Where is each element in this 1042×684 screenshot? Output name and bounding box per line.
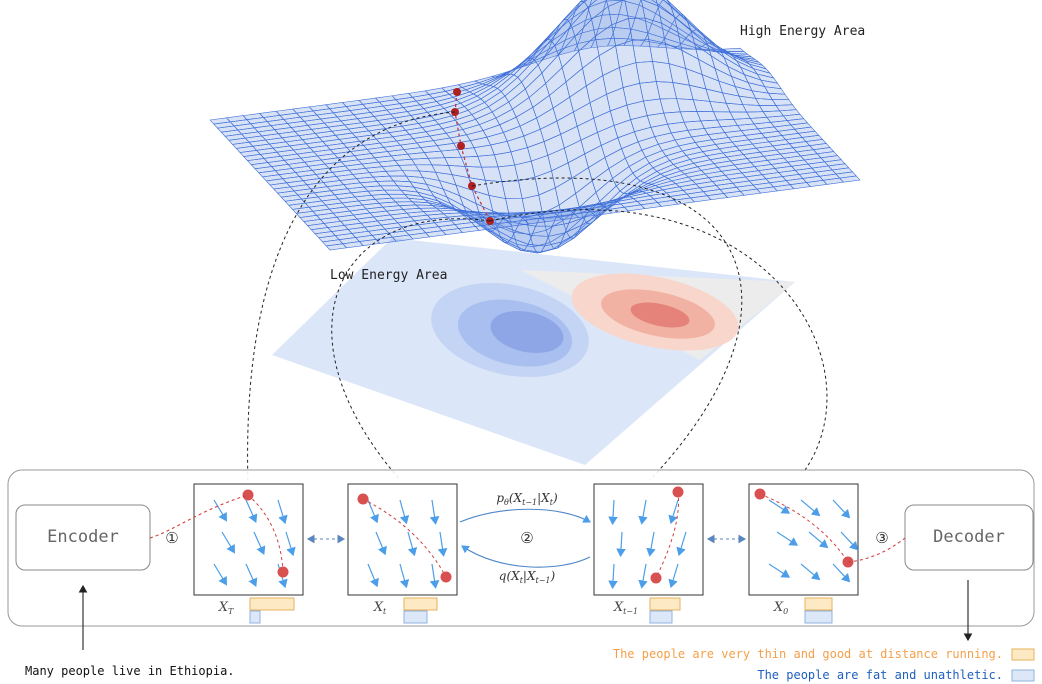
state-icon (650, 611, 672, 623)
output-swatch (1012, 670, 1034, 681)
high-energy-label: High Energy Area (740, 24, 865, 39)
state-icon (250, 598, 294, 610)
output-text: The people are fat and unathletic. (757, 668, 1003, 682)
decoder-label: Decoder (933, 527, 1005, 547)
latent-point (358, 494, 369, 505)
formula-text: |X (523, 569, 536, 583)
formula-subscript: t−1 (522, 498, 537, 507)
mesh-cell (772, 100, 792, 106)
step-marker: ① (165, 529, 178, 547)
state-box (749, 484, 858, 595)
output-text: The people are very thin and good at dis… (613, 647, 1003, 661)
formula-text: ) (552, 491, 558, 505)
input-text: Many people live in Ethiopia. (25, 664, 235, 678)
step-marker: ③ (875, 529, 888, 547)
mesh-cell (723, 48, 743, 51)
formula-text: |X (537, 491, 550, 505)
formula-subscript: t−1 (536, 576, 551, 585)
state-icon (805, 598, 832, 610)
output-swatch (1012, 649, 1034, 660)
low-energy-label: Low Energy Area (330, 268, 447, 283)
latent-point (278, 567, 289, 578)
formula-subscript: t−1 (623, 607, 638, 616)
formula-text: q(X (499, 569, 520, 583)
formula-text: ) (550, 569, 556, 583)
state-box (194, 484, 303, 595)
step-marker: ② (520, 529, 533, 547)
latent-point (673, 487, 684, 498)
mesh-cell (768, 93, 788, 99)
encoder-label: Encoder (47, 527, 119, 547)
state-box (594, 484, 703, 595)
state-icon (805, 611, 832, 623)
state-icon (404, 611, 427, 623)
diagram: Low Energy Area High Energy Area Encoder… (0, 0, 1042, 684)
formula-text: (X (509, 491, 523, 505)
state-icon (404, 598, 437, 610)
latent-point (651, 573, 662, 584)
state-icon (250, 611, 260, 623)
latent-point (755, 489, 766, 500)
latent-point (441, 572, 452, 583)
latent-point (243, 490, 254, 501)
state-icon (650, 598, 680, 610)
